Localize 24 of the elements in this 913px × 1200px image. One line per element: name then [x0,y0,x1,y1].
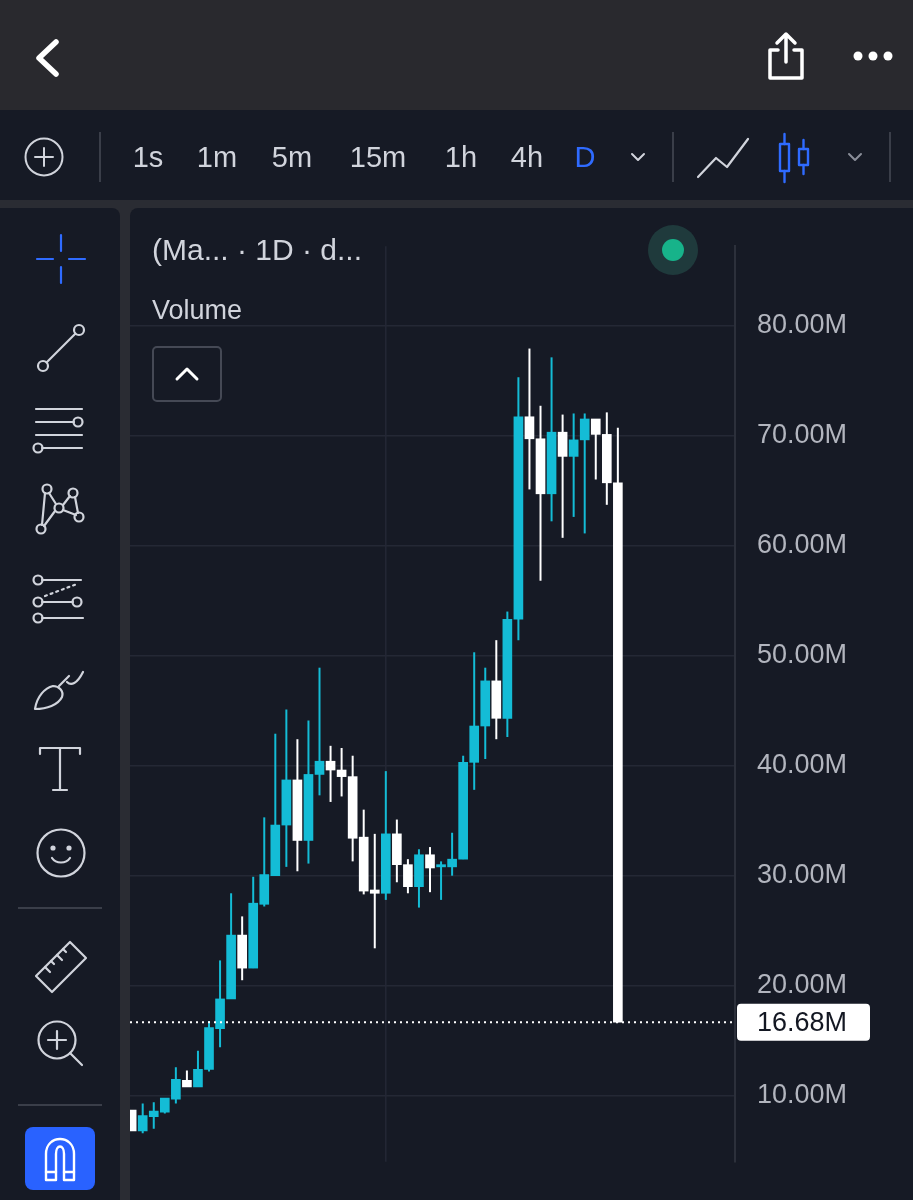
y-tick-label: 70.00M [757,418,848,449]
y-tick-label: 10.00M [757,1079,848,1110]
candlestick [425,846,435,894]
candlestick [314,666,325,797]
text: 4h [509,140,545,175]
text: 1s [131,140,165,175]
annotation: Volume [152,294,243,327]
y-tick-label: 50.00M [757,639,848,670]
ref-line-label: 16.68M [757,1006,848,1037]
y-tick-label: 60.00M [757,528,848,559]
y-tick-label: 40.00M [757,749,848,780]
y-tick-label: 30.00M [757,859,848,890]
chart-title: (Ma... · 1D · d... [152,232,363,268]
candlestick [568,412,579,518]
text: 1h [443,140,479,175]
text: 15m [348,140,408,175]
text: D [573,140,597,175]
text: 1m [195,140,239,175]
candlestick [336,747,347,798]
candlestick [524,347,535,491]
y-tick-label: 80.00M [757,308,848,339]
y-tick-label: 20.00M [757,969,848,1000]
text: 5m [270,140,314,175]
candlestick [579,412,590,535]
